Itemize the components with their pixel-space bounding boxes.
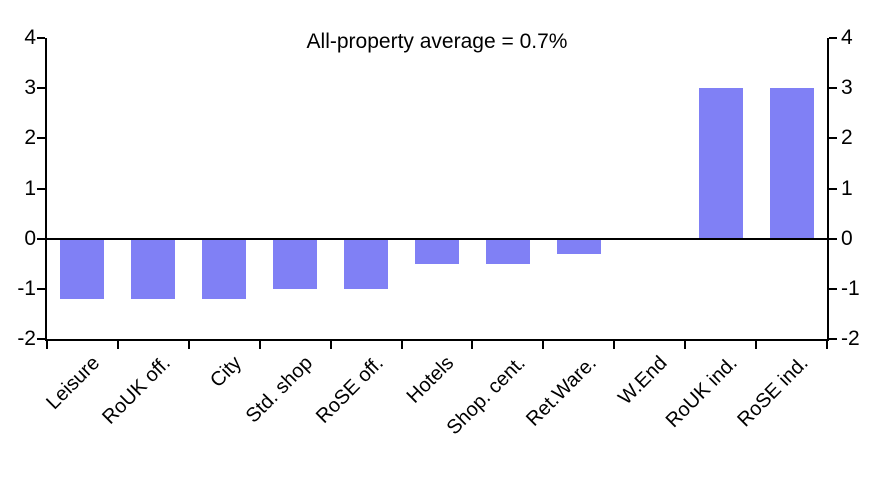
x-category-label-Std. shop: Std. shop xyxy=(241,352,317,428)
y-axis-label-left: -1 xyxy=(17,276,36,300)
x-category-label-RoSE ind.: RoSE ind. xyxy=(733,352,814,432)
y-tick-right xyxy=(829,37,837,39)
x-tick xyxy=(400,341,403,349)
y-tick-left xyxy=(37,287,45,290)
chart-annotation: All-property average = 0.7% xyxy=(306,30,568,53)
y-axis-label-right: 2 xyxy=(841,126,853,150)
y-axis-label-right: -2 xyxy=(841,327,860,350)
x-category-label-RoSE off.: RoSE off. xyxy=(311,352,388,428)
y-tick-left xyxy=(37,137,45,140)
bar-RoUK ind. xyxy=(698,88,743,239)
x-tick xyxy=(471,341,474,349)
x-category-label-Hotels: Hotels xyxy=(402,352,459,408)
y-tick-right xyxy=(829,237,837,240)
y-axis-label-left: 0 xyxy=(24,226,36,250)
y-axis-label-left: 2 xyxy=(24,126,36,150)
x-tick xyxy=(187,341,190,349)
left-axis-line xyxy=(45,38,47,341)
bar-Std. shop xyxy=(273,238,318,289)
y-tick-right xyxy=(829,287,837,290)
x-tick xyxy=(329,341,332,349)
y-tick-left xyxy=(37,37,45,39)
y-axis-label-left: 1 xyxy=(24,176,36,200)
y-tick-right xyxy=(829,338,837,340)
bar-City xyxy=(202,238,247,299)
bar-RoSE off. xyxy=(344,238,389,289)
x-tick xyxy=(542,341,545,349)
x-axis-line xyxy=(45,339,829,341)
bar-Shop. cent. xyxy=(485,238,530,264)
y-axis-label-left: 4 xyxy=(24,26,36,49)
x-category-label-RoUK off.: RoUK off. xyxy=(98,352,175,429)
y-tick-left xyxy=(37,187,45,190)
x-tick xyxy=(116,341,119,349)
y-tick-right xyxy=(829,137,837,140)
bar-RoUK off. xyxy=(131,238,176,299)
bar-Hotels xyxy=(415,238,459,264)
x-tick xyxy=(684,341,687,349)
x-category-label-RoUK ind.: RoUK ind. xyxy=(662,352,743,433)
bar-RoSE ind. xyxy=(769,88,814,239)
bar-Leisure xyxy=(60,238,105,299)
x-tick xyxy=(826,341,828,349)
x-category-label-Ret.Ware.: Ret.Ware. xyxy=(521,352,601,431)
y-axis-label-right: -1 xyxy=(841,276,860,300)
x-category-label-W.End: W.End xyxy=(614,352,672,410)
y-tick-left xyxy=(37,237,45,240)
y-tick-left xyxy=(37,87,45,90)
x-category-label-City: City xyxy=(205,352,246,392)
zero-line xyxy=(47,237,827,240)
x-category-label-Leisure: Leisure xyxy=(42,352,105,414)
y-tick-right xyxy=(829,87,837,90)
y-tick-left xyxy=(37,338,45,340)
y-axis-label-left: 3 xyxy=(24,76,36,100)
y-axis-label-right: 0 xyxy=(841,226,853,250)
right-axis-line xyxy=(827,38,829,341)
x-tick xyxy=(46,341,48,349)
y-axis-label-left: -2 xyxy=(17,327,36,350)
x-tick xyxy=(613,341,616,349)
y-axis-label-right: 4 xyxy=(841,26,853,49)
y-tick-right xyxy=(829,187,837,190)
x-tick xyxy=(258,341,261,349)
y-axis-label-right: 1 xyxy=(841,176,853,200)
bar-Ret.Ware. xyxy=(556,238,601,254)
y-axis-label-right: 3 xyxy=(841,76,853,100)
x-tick xyxy=(755,341,758,349)
